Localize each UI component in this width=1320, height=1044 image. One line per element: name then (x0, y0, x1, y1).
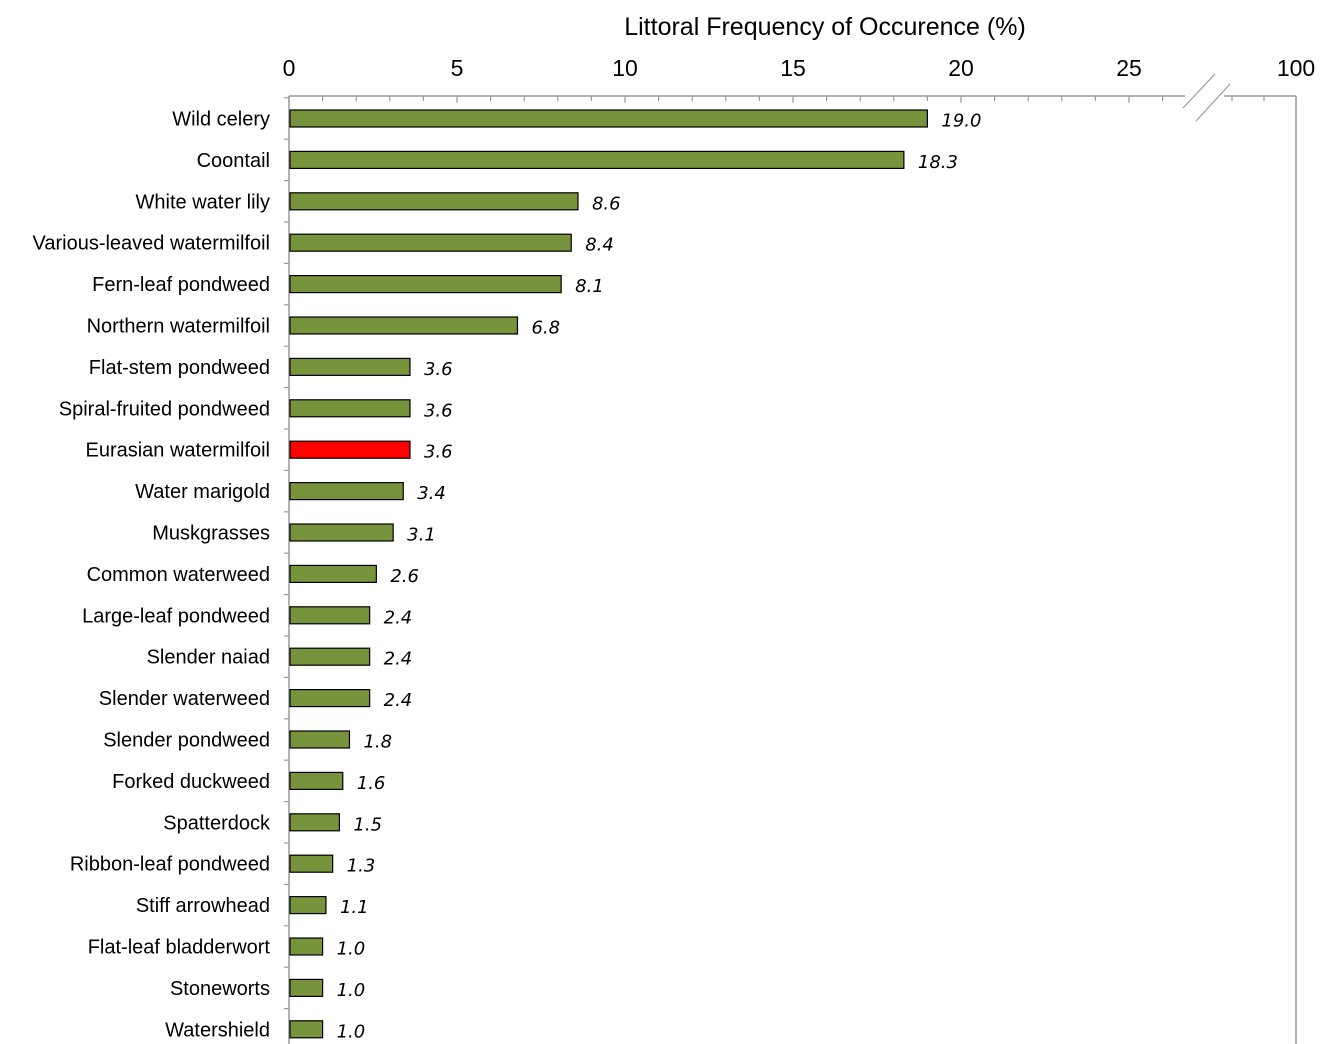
x-tick-label: 20 (948, 55, 974, 81)
category-label: Muskgrasses (152, 523, 270, 545)
x-tick-label: 0 (283, 55, 296, 81)
bar (289, 606, 371, 625)
value-label: 3.4 (417, 483, 446, 504)
value-label: 18.3 (918, 152, 958, 173)
value-label: 3.1 (407, 525, 436, 546)
x-axis-title: Littoral Frequency of Occurence (%) (624, 13, 1026, 41)
bar (289, 1020, 324, 1039)
category-label: Slender waterweed (99, 688, 270, 710)
x-tick-label: 25 (1116, 55, 1142, 81)
category-label: Forked duckweed (112, 771, 270, 793)
value-label: 1.8 (363, 732, 392, 753)
value-label: 2.4 (384, 607, 413, 628)
value-label: 6.8 (531, 318, 560, 339)
bar (289, 771, 344, 791)
x-tick-label: 10 (612, 55, 638, 81)
bar (289, 150, 905, 169)
category-label: Various-leaved watermilfoil (33, 233, 271, 255)
category-label: Slender naiad (147, 647, 270, 669)
bar (289, 482, 404, 501)
x-tick-label: 100 (1277, 55, 1315, 81)
bar (289, 192, 579, 211)
bar (289, 440, 411, 459)
value-label: 1.3 (347, 856, 376, 877)
bar (289, 233, 572, 252)
axis-break-mark (1195, 83, 1231, 122)
value-label: 3.6 (424, 359, 453, 380)
category-label: Eurasian watermilfoil (85, 440, 270, 462)
bar (289, 564, 377, 584)
category-label: Ribbon-leaf pondweed (70, 854, 270, 876)
bar (289, 316, 519, 335)
value-label: 1.1 (340, 897, 369, 918)
bar (289, 730, 351, 749)
value-label: 2.6 (390, 566, 419, 587)
category-label: White water lily (136, 191, 270, 213)
bar (289, 854, 334, 873)
value-label: 8.1 (575, 276, 604, 297)
bar (289, 647, 371, 666)
bar (289, 109, 929, 128)
category-label: Stoneworts (170, 978, 270, 1000)
category-label: Stiff arrowhead (136, 895, 270, 917)
value-label: 3.6 (424, 442, 453, 463)
bar (289, 523, 394, 542)
bar (289, 813, 341, 832)
category-label: Coontail (197, 150, 270, 172)
bar (289, 275, 562, 294)
category-label: Spatterdock (163, 812, 271, 834)
bars-layer (289, 109, 929, 1039)
value-label: 1.6 (357, 773, 386, 794)
category-label: Watershield (165, 1019, 270, 1041)
value-label: 1.5 (353, 814, 382, 835)
category-label: Large-leaf pondweed (82, 605, 270, 627)
axis-break-mark (1182, 73, 1216, 109)
x-tick-label: 15 (780, 55, 806, 81)
value-label: 2.4 (384, 649, 413, 670)
value-label: 1.0 (337, 939, 366, 960)
labels-layer: Wild celery 19.0 Coontail 18.3 White water l… (33, 109, 982, 1043)
category-label: Common waterweed (87, 564, 270, 586)
value-label: 3.6 (424, 400, 453, 421)
bar (289, 399, 411, 418)
bar (289, 357, 411, 376)
bar (289, 937, 324, 956)
category-label: Fern-leaf pondweed (92, 274, 270, 296)
x-tick-label: 5 (451, 55, 464, 81)
value-label: 19.0 (941, 111, 981, 132)
value-label: 8.6 (592, 193, 621, 214)
category-label: Flat-stem pondweed (89, 357, 270, 379)
category-label: Spiral-fruited pondweed (59, 398, 270, 420)
category-label: Slender pondweed (103, 730, 270, 752)
category-label: Northern watermilfoil (87, 316, 270, 338)
category-label: Water marigold (135, 481, 270, 503)
bar (289, 688, 371, 708)
category-label: Flat-leaf bladderwort (88, 937, 271, 959)
bar (289, 895, 327, 915)
value-label: 2.4 (384, 690, 413, 711)
value-label: 1.0 (337, 980, 366, 1001)
value-label: 8.4 (585, 235, 614, 256)
category-label: Wild celery (172, 109, 270, 131)
value-label: 1.0 (337, 1021, 366, 1042)
bar (289, 978, 324, 998)
axis-layer: 0 5 10 15 20 25 100 (283, 55, 1315, 1044)
